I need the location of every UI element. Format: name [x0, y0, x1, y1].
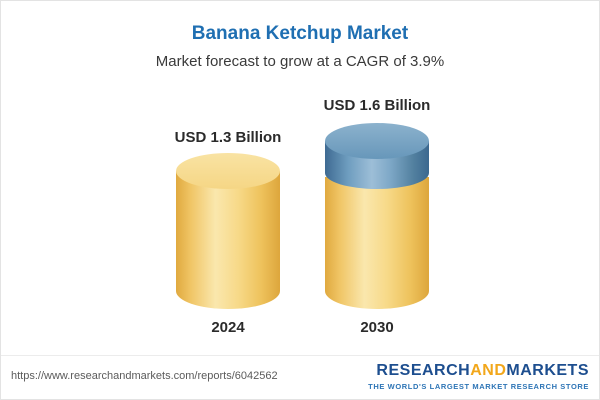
footer: https://www.researchandmarkets.com/repor…	[1, 355, 599, 399]
report-url-link[interactable]: https://www.researchandmarkets.com/repor…	[11, 370, 278, 382]
bar-2030-body	[325, 177, 429, 309]
bar-2024-body	[176, 171, 280, 309]
logo-word-markets: MARKETS	[506, 362, 589, 379]
bar-2030-top-ellipse	[325, 123, 429, 159]
value-label-2024: USD 1.3 Billion	[174, 129, 282, 146]
chart-subtitle: Market forecast to grow at a CAGR of 3.9…	[155, 53, 445, 70]
logo-word-and: AND	[470, 362, 507, 379]
logo-word-research: RESEARCH	[376, 362, 471, 379]
logo-wordmark: RESEARCHANDMARKETS	[368, 362, 589, 380]
researchandmarkets-logo[interactable]: RESEARCHANDMARKETS THE WORLD'S LARGEST M…	[368, 362, 589, 391]
logo-tagline: THE WORLD'S LARGEST MARKET RESEARCH STOR…	[368, 382, 589, 391]
chart-title: Banana Ketchup Market	[191, 23, 409, 44]
axis-label-2024: 2024	[211, 319, 245, 336]
value-label-2030: USD 1.6 Billion	[323, 97, 431, 114]
bar-2024-top-ellipse	[176, 153, 280, 189]
axis-label-2030: 2030	[360, 319, 394, 336]
